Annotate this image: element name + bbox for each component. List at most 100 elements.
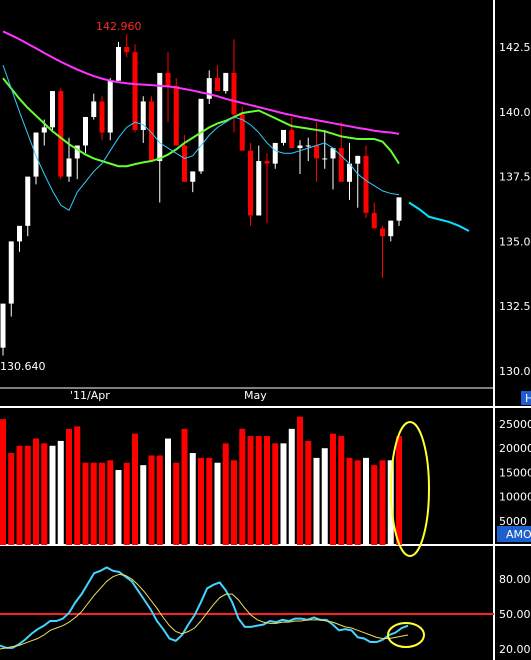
candle-body — [157, 72, 163, 162]
x-tick-may: May — [244, 389, 267, 402]
volume-bar — [132, 433, 138, 545]
projection-line — [408, 201, 470, 232]
candle-body — [297, 145, 303, 149]
volume-bar — [140, 465, 147, 545]
candle-body — [74, 145, 80, 159]
volume-bar — [173, 462, 180, 545]
volume-bar — [74, 426, 81, 545]
volume-bar — [371, 465, 378, 545]
price-tick-label: 140.0 — [499, 106, 531, 119]
candle-body — [305, 145, 311, 147]
candle-body — [149, 101, 154, 162]
candle-body — [165, 72, 171, 86]
candle-body — [206, 78, 212, 99]
candle-body — [355, 155, 361, 164]
volume-bar — [363, 457, 369, 545]
volume-bar — [90, 462, 97, 545]
x-tick-apr: '11/Apr — [70, 389, 110, 402]
moving-average-line — [2, 77, 400, 168]
volume-bar — [272, 443, 279, 545]
volume-bar — [123, 462, 130, 545]
moving-average-line — [2, 64, 400, 212]
volume-bar — [156, 455, 163, 545]
oscillator-tick-label: 80.00 — [499, 573, 531, 586]
candle-body — [83, 116, 88, 146]
candle-body — [140, 101, 146, 130]
volume-bar — [107, 460, 114, 545]
volume-tick-label: 5000 — [499, 515, 527, 528]
volume-bar — [354, 460, 361, 545]
candle-body — [116, 47, 121, 81]
volume-bar — [239, 428, 246, 545]
price-tick-label: 130.0 — [499, 365, 531, 378]
candle-body — [190, 171, 196, 182]
volume-bar — [247, 436, 254, 545]
candle-body — [322, 158, 328, 160]
volume-bar — [189, 453, 196, 545]
candle-body — [50, 91, 55, 128]
oscillator-annotation-ellipse — [387, 622, 425, 648]
price-tick-label: 137.5 — [499, 171, 531, 184]
candle-body — [231, 72, 237, 115]
volume-axis-ticks: 25000 20000 15000 10000 5000 — [499, 418, 531, 528]
candle-body — [256, 161, 262, 216]
candle-body — [363, 155, 369, 213]
volume-bar — [41, 443, 48, 545]
volume-bar — [181, 428, 188, 545]
candle-body — [223, 72, 229, 92]
volume-indicator-box — [497, 526, 531, 542]
volume-bar — [33, 438, 39, 545]
candle-body — [239, 114, 245, 151]
candle-body — [182, 145, 187, 182]
price-tick-label: 135.0 — [499, 235, 531, 248]
candle-body — [173, 85, 179, 146]
volume-bar — [16, 445, 23, 545]
low-price-label: 130.640 — [0, 360, 46, 373]
candle-body — [107, 80, 113, 133]
volume-bar — [297, 416, 303, 545]
candle-body — [17, 225, 22, 242]
candle-body — [314, 145, 319, 159]
volume-bar — [165, 438, 171, 545]
volume-bar — [66, 428, 72, 545]
price-tick-label: 142.5 — [499, 41, 531, 54]
candle-body — [396, 197, 402, 221]
oscillator-line — [0, 566, 409, 649]
oscillator-lines — [0, 566, 494, 650]
candle-body — [99, 101, 105, 133]
volume-tick-label: 15000 — [499, 466, 531, 479]
candle-body — [58, 91, 64, 177]
price-corner-marker-box — [521, 391, 531, 405]
volume-tick-label: 10000 — [499, 491, 531, 504]
volume-bar — [49, 445, 56, 545]
candle-body — [25, 176, 31, 226]
candle-body — [215, 78, 220, 92]
price-corner-marker: H — [525, 392, 531, 405]
candle-body — [330, 148, 336, 159]
volume-bar — [206, 457, 213, 545]
volume-bar — [231, 460, 237, 545]
candle-body — [132, 52, 138, 130]
volume-bar — [99, 462, 105, 545]
volume-bar — [379, 460, 386, 545]
candle-body — [91, 101, 97, 117]
candle-body — [66, 158, 72, 177]
volume-bar — [214, 462, 221, 545]
candle-body — [338, 148, 344, 182]
volume-indicator-label: AMO — [506, 528, 531, 541]
oscillator-tick-label: 20.00 — [499, 643, 531, 656]
volume-bar — [8, 453, 15, 545]
candle-body — [8, 241, 14, 304]
volume-bar — [280, 443, 287, 545]
candle-body — [198, 98, 204, 172]
moving-average-lines — [2, 30, 470, 232]
volume-bar — [82, 462, 89, 545]
volume-bars — [0, 416, 402, 545]
volume-bar — [338, 436, 345, 545]
oscillator-line — [0, 573, 409, 650]
candle-body — [0, 303, 6, 348]
volume-bar — [24, 445, 31, 545]
candle-body — [347, 163, 352, 182]
candle-body — [264, 161, 270, 164]
